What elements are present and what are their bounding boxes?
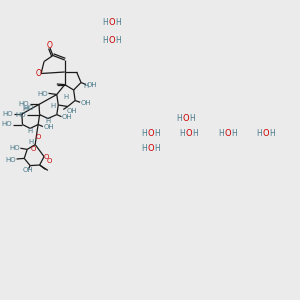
Text: O: O: [147, 129, 154, 138]
Text: H: H: [141, 129, 147, 138]
Text: H: H: [154, 144, 160, 153]
Text: O: O: [186, 129, 192, 138]
Text: OH: OH: [86, 82, 97, 88]
Text: H: H: [116, 18, 122, 27]
Text: HO: HO: [16, 112, 26, 118]
Text: H: H: [177, 114, 182, 123]
Text: H: H: [50, 103, 56, 109]
Text: O: O: [224, 129, 231, 138]
Text: HO: HO: [37, 91, 48, 97]
Text: HO: HO: [2, 111, 13, 117]
Text: H: H: [180, 129, 185, 138]
Text: O: O: [36, 134, 41, 140]
Text: OH: OH: [62, 114, 72, 120]
Text: HO: HO: [9, 146, 20, 152]
Text: OH: OH: [66, 108, 77, 114]
Text: HO: HO: [5, 157, 16, 163]
Text: H: H: [103, 36, 109, 45]
Text: H: H: [141, 144, 147, 153]
Text: O: O: [46, 158, 52, 164]
Text: H: H: [116, 36, 122, 45]
Text: O: O: [44, 154, 49, 160]
Text: O: O: [109, 18, 116, 27]
Text: O: O: [30, 146, 36, 152]
Text: H: H: [231, 129, 237, 138]
Text: H: H: [270, 129, 275, 138]
Text: HO: HO: [23, 105, 34, 111]
Text: O: O: [183, 114, 189, 123]
Text: H: H: [64, 94, 69, 100]
Text: O: O: [147, 144, 154, 153]
Text: OH: OH: [43, 124, 54, 130]
Text: O: O: [35, 69, 41, 78]
Text: O: O: [47, 41, 53, 50]
Text: H: H: [28, 128, 33, 134]
Text: H: H: [256, 129, 262, 138]
Text: HO: HO: [2, 122, 12, 128]
Text: H: H: [29, 140, 34, 146]
Text: H: H: [83, 83, 89, 89]
Text: H: H: [23, 106, 28, 112]
Text: OH: OH: [80, 100, 91, 106]
Text: OH: OH: [22, 167, 33, 173]
Text: H: H: [154, 129, 160, 138]
Text: H: H: [218, 129, 224, 138]
Text: HO: HO: [19, 101, 29, 107]
Text: O: O: [109, 36, 116, 45]
Text: O: O: [263, 129, 269, 138]
Text: H: H: [193, 129, 198, 138]
Text: H: H: [45, 118, 50, 124]
Text: H: H: [190, 114, 196, 123]
Text: H: H: [103, 18, 109, 27]
